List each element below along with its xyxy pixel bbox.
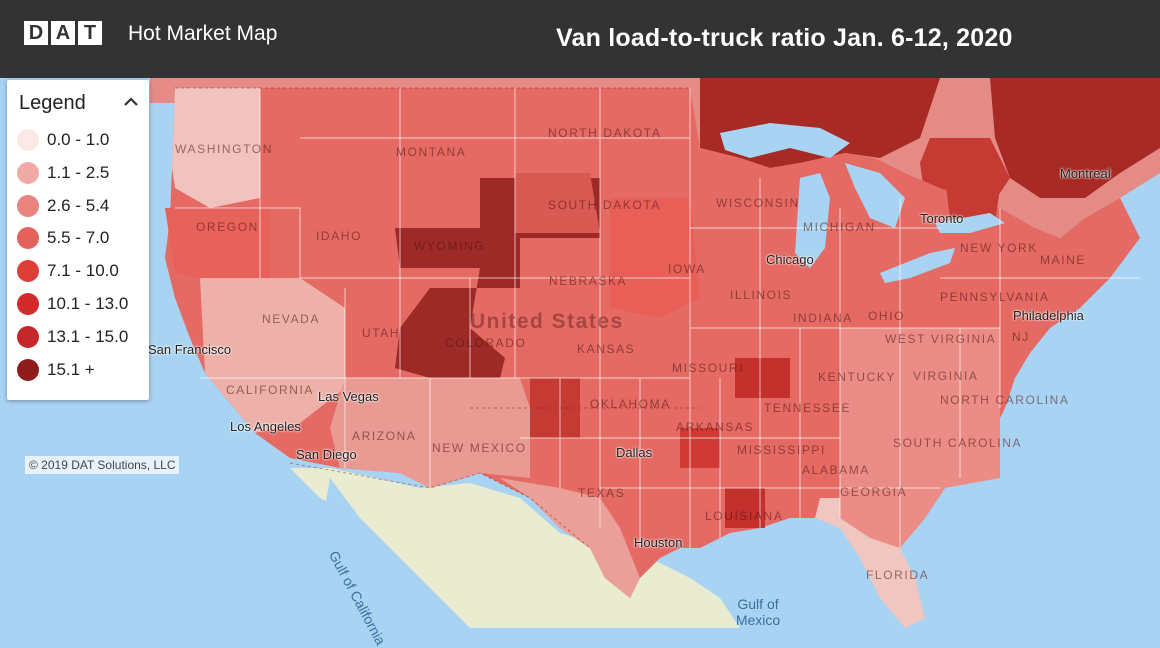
- legend-item: 0.0 - 1.0: [17, 128, 147, 152]
- place-label: Chicago: [766, 252, 814, 267]
- legend-title: Legend: [19, 92, 86, 114]
- state-label: OREGON: [196, 220, 259, 234]
- legend-item: 13.1 - 15.0: [17, 325, 147, 349]
- state-label: LOUISIANA: [705, 509, 784, 523]
- state-label: VIRGINIA: [913, 369, 979, 383]
- state-label: MAINE: [1040, 253, 1087, 267]
- place-label: Los Angeles: [230, 419, 301, 434]
- state-label: INDIANA: [793, 311, 853, 325]
- legend-label: 7.1 - 10.0: [47, 261, 119, 280]
- chevron-up-icon[interactable]: [121, 92, 141, 112]
- state-label: FLORIDA: [866, 568, 930, 582]
- legend-swatch: [17, 162, 39, 184]
- state-label: MONTANA: [396, 145, 467, 159]
- state-label: ARIZONA: [352, 429, 417, 443]
- state-label: KANSAS: [577, 342, 636, 356]
- logo-letter-a: A: [51, 21, 75, 45]
- logo-letter-d: D: [24, 21, 48, 45]
- legend-label: 13.1 - 15.0: [47, 327, 129, 346]
- legend-swatch: [17, 260, 39, 282]
- place-label: San Diego: [296, 447, 357, 462]
- state-label: NEW MEXICO: [432, 441, 527, 455]
- legend-item: 15.1 +: [17, 358, 147, 382]
- place-label: San Francisco: [148, 342, 232, 357]
- state-label: ILLINOIS: [730, 288, 793, 302]
- app-title: Hot Market Map: [128, 22, 278, 45]
- state-label: MICHIGAN: [803, 220, 876, 234]
- state-label: TENNESSEE: [764, 401, 852, 415]
- state-label: OHIO: [868, 309, 906, 323]
- legend-label: 15.1 +: [47, 360, 95, 379]
- state-label: NORTH DAKOTA: [548, 126, 662, 140]
- state-label: COLORADO: [445, 336, 527, 350]
- state-label: NJ: [1012, 330, 1030, 344]
- state-label: WISCONSIN: [716, 196, 800, 210]
- state-label: GEORGIA: [840, 485, 908, 499]
- legend-swatch: [17, 129, 39, 151]
- country-label: United States: [470, 310, 624, 333]
- place-label: Houston: [634, 535, 683, 550]
- water-label: Gulf of Mexico: [735, 596, 781, 628]
- state-label: MISSISSIPPI: [737, 443, 826, 457]
- state-label: IDAHO: [316, 229, 363, 243]
- state-label: SOUTH CAROLINA: [893, 436, 1023, 450]
- state-label: CALIFORNIA: [226, 383, 315, 397]
- legend-label: 1.1 - 2.5: [47, 163, 110, 182]
- state-label: ALABAMA: [802, 463, 870, 477]
- legend-label: 5.5 - 7.0: [47, 228, 110, 247]
- state-label: KENTUCKY: [818, 370, 897, 384]
- state-label: NEBRASKA: [549, 274, 628, 288]
- legend-panel: Legend 0.0 - 1.0 1.1 - 2.5 2.6 - 5.4 5.5 - …: [7, 80, 149, 400]
- legend-label: 10.1 - 13.0: [47, 294, 129, 313]
- legend-item: 2.6 - 5.4: [17, 194, 147, 218]
- logo-letter-t: T: [78, 21, 102, 45]
- legend-item: 10.1 - 13.0: [17, 292, 147, 316]
- place-label: Philadelphia: [1013, 308, 1084, 323]
- state-label: NEVADA: [262, 312, 321, 326]
- state-label: PENNSYLVANIA: [940, 290, 1050, 304]
- place-label: Dallas: [616, 445, 653, 460]
- place-label: Las Vegas: [318, 389, 379, 404]
- place-label: Montreal: [1060, 166, 1111, 181]
- legend-label: 2.6 - 5.4: [47, 196, 110, 215]
- legend-swatch: [17, 227, 39, 249]
- legend-item: 5.5 - 7.0: [17, 226, 147, 250]
- legend-swatch: [17, 359, 39, 381]
- state-label: WASHINGTON: [175, 142, 274, 156]
- state-label: SOUTH DAKOTA: [548, 198, 661, 212]
- dat-logo: D A T: [24, 21, 102, 45]
- map-graphic: [0, 78, 1160, 628]
- state-label: TEXAS: [578, 486, 626, 500]
- header-bar: D A T Hot Market Map Van load-to-truck r…: [0, 0, 1160, 78]
- place-label: Toronto: [920, 211, 964, 226]
- map-title: Van load-to-truck ratio Jan. 6-12, 2020: [556, 24, 1013, 52]
- state-label: MISSOURI: [672, 361, 745, 375]
- state-label: NEW YORK: [960, 241, 1038, 255]
- state-label: ARKANSAS: [676, 420, 755, 434]
- legend-label: 0.0 - 1.0: [47, 130, 110, 149]
- state-label: NORTH CAROLINA: [940, 393, 1070, 407]
- state-label: UTAH: [362, 326, 401, 340]
- state-label: OKLAHOMA: [590, 397, 671, 411]
- legend-item: 1.1 - 2.5: [17, 161, 147, 185]
- legend-swatch: [17, 293, 39, 315]
- state-label: IOWA: [668, 262, 706, 276]
- legend-swatch: [17, 326, 39, 348]
- legend-swatch: [17, 195, 39, 217]
- legend-item: 7.1 - 10.0: [17, 259, 147, 283]
- state-label: WEST VIRGINIA: [885, 332, 997, 346]
- state-label: WYOMING: [414, 239, 486, 253]
- copyright-notice: © 2019 DAT Solutions, LLC: [25, 456, 180, 474]
- map-canvas[interactable]: United States WASHINGTON OREGON IDAHO MO…: [0, 78, 1160, 648]
